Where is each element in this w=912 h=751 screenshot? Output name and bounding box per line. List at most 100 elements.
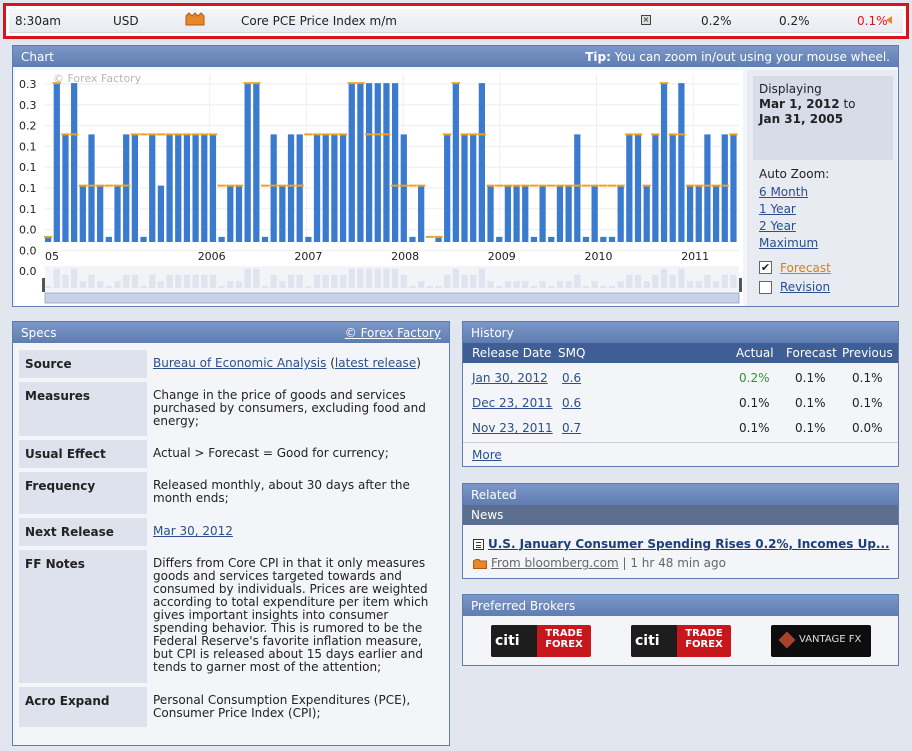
actual-bar bbox=[365, 83, 373, 242]
history-date-link[interactable]: Jan 30, 2012 bbox=[472, 371, 548, 385]
actual-bar bbox=[331, 134, 338, 242]
citi-broker-banner[interactable]: citi TRADE FOREX bbox=[631, 625, 731, 657]
spec-value: Released monthly, about 30 days after th… bbox=[153, 478, 410, 505]
specs-ff-link[interactable]: © Forex Factory bbox=[344, 326, 441, 340]
y-tick-label: 0.1 bbox=[19, 182, 37, 195]
auto-zoom-label: Auto Zoom: bbox=[759, 167, 830, 181]
actual-bar bbox=[201, 134, 208, 242]
navigator-scrollbar bbox=[44, 292, 740, 304]
spec-row-measures: Measures Change in the price of goods an… bbox=[19, 382, 445, 436]
zoom-6-month-link[interactable]: 6 Month bbox=[759, 185, 809, 199]
navigator-bar bbox=[157, 281, 165, 288]
history-smq-link[interactable]: 0.7 bbox=[562, 421, 582, 435]
navigator-bar bbox=[201, 274, 208, 288]
next-release-link[interactable]: Mar 30, 2012 bbox=[153, 524, 233, 538]
actual-bar bbox=[114, 185, 121, 242]
history-row: Jan 30, 2012 0.6 0.2% 0.1% 0.1% bbox=[463, 366, 898, 390]
actual-bar bbox=[279, 185, 286, 242]
event-title[interactable]: Core PCE Price Index m/m bbox=[241, 14, 397, 28]
navigator-bar bbox=[62, 274, 69, 288]
navigator-bar bbox=[504, 281, 512, 288]
navigator-bar bbox=[53, 268, 60, 288]
zoom-2-year-link[interactable]: 2 Year bbox=[759, 219, 796, 233]
zoom-maximum-link[interactable]: Maximum bbox=[759, 236, 819, 250]
navigator-bar bbox=[123, 274, 130, 288]
navigator-bar bbox=[261, 286, 269, 288]
navigator-bar bbox=[235, 281, 243, 288]
spec-row-usual-effect: Usual Effect Actual > Forecast = Good fo… bbox=[19, 440, 445, 468]
navigator-bar bbox=[669, 274, 676, 288]
actual-bar bbox=[504, 185, 512, 242]
chart-area[interactable]: 0.3 0.3 0.2 0.1 0.1 0.1 0.1 0.0 0.0 0.0 05 2006 2007… bbox=[15, 70, 806, 306]
chart-watermark: © Forex Factory bbox=[53, 72, 142, 85]
navigator-bar bbox=[712, 281, 720, 288]
tip-text: You can zoom in/out using your mouse whe… bbox=[610, 50, 890, 64]
news-label: News bbox=[471, 508, 504, 522]
history-date-link[interactable]: Dec 23, 2011 bbox=[472, 396, 553, 410]
broker-line1: TRADE bbox=[545, 628, 583, 639]
navigator-bar bbox=[218, 286, 225, 288]
event-row[interactable]: 8:30am USD Core PCE Price Index m/m × 0.… bbox=[9, 9, 903, 33]
vantage-broker-banner[interactable]: VANTAGE FX bbox=[771, 625, 871, 657]
history-more-link[interactable]: More bbox=[472, 448, 502, 462]
spec-label: Measures bbox=[19, 382, 147, 436]
navigator-bar bbox=[322, 274, 329, 288]
revision-checkbox-label[interactable]: Revision bbox=[780, 280, 831, 294]
navigator-bar bbox=[418, 281, 425, 288]
navigator-bar bbox=[79, 281, 86, 288]
history-smq-link[interactable]: 0.6 bbox=[562, 371, 582, 385]
navigator-bar bbox=[686, 281, 694, 288]
navigator-bar bbox=[131, 274, 138, 288]
spec-label: Source bbox=[19, 350, 147, 378]
navigator-bar bbox=[591, 281, 598, 288]
navigator-bar bbox=[357, 268, 364, 288]
actual-bar bbox=[322, 134, 329, 242]
actual-bar bbox=[418, 185, 425, 242]
history-row: Nov 23, 2011 0.7 0.1% 0.1% 0.0% bbox=[463, 416, 898, 440]
history-smq-link[interactable]: 0.6 bbox=[562, 396, 582, 410]
actual-bar bbox=[487, 185, 494, 242]
actual-bar bbox=[530, 236, 538, 242]
latest-release-link[interactable]: latest release bbox=[334, 356, 417, 370]
spec-row-acro-expand: Acro Expand Personal Consumption Expendi… bbox=[19, 687, 445, 727]
y-tick-label: 0.2 bbox=[19, 120, 37, 133]
actual-bar bbox=[712, 185, 720, 242]
navigator-bar bbox=[617, 281, 624, 288]
actual-bar bbox=[53, 83, 60, 242]
source-folder-icon bbox=[473, 558, 487, 569]
source-link[interactable]: Bureau of Economic Analysis bbox=[153, 356, 327, 370]
actual-bar bbox=[218, 236, 225, 242]
actual-bar bbox=[695, 185, 702, 242]
navigator-bar bbox=[339, 274, 347, 288]
actual-bar bbox=[374, 83, 381, 242]
x-tick-label: 2008 bbox=[391, 250, 419, 263]
forecast-checkbox[interactable]: ✔ bbox=[759, 261, 772, 274]
history-date-link[interactable]: Nov 23, 2011 bbox=[472, 421, 553, 435]
actual-bar bbox=[643, 185, 650, 242]
history-panel: History Release Date SMQ Actual Forecast… bbox=[462, 321, 899, 467]
actual-bar bbox=[565, 185, 572, 242]
navigator-bar bbox=[348, 268, 355, 288]
spec-value: Actual > Forecast = Good for currency; bbox=[153, 446, 389, 460]
citi-broker-banner[interactable]: citi TRADE FOREX bbox=[491, 625, 591, 657]
news-source-link[interactable]: From bloomberg.com bbox=[491, 556, 619, 570]
navigator-bar bbox=[548, 286, 555, 288]
related-title: Related bbox=[471, 488, 517, 502]
col-smq: SMQ bbox=[558, 346, 586, 360]
chart-panel: Chart Tip: You can zoom in/out using you… bbox=[12, 45, 899, 307]
revision-checkbox[interactable] bbox=[759, 281, 772, 294]
citi-logo: citi bbox=[631, 625, 677, 657]
actual-bar bbox=[608, 236, 616, 242]
news-headline-link[interactable]: U.S. January Consumer Spending Rises 0.2… bbox=[488, 537, 890, 551]
forecast-checkbox-label[interactable]: Forecast bbox=[780, 261, 831, 275]
revised-arrow-icon bbox=[886, 16, 892, 24]
navigator-left-handle bbox=[42, 278, 45, 292]
chart-svg[interactable]: 0.3 0.3 0.2 0.1 0.1 0.1 0.1 0.0 0.0 0.0 05 2006 2007… bbox=[15, 70, 806, 306]
displaying-box: Displaying Mar 1, 2012 to Jan 31, 2005 bbox=[753, 76, 893, 160]
zoom-1-year-link[interactable]: 1 Year bbox=[759, 202, 796, 216]
actual-bar bbox=[686, 185, 694, 242]
actual-bar bbox=[652, 134, 659, 242]
event-row-frame: 8:30am USD Core PCE Price Index m/m × 0.… bbox=[3, 3, 909, 39]
detail-close-icon[interactable]: × bbox=[641, 15, 651, 25]
vantage-logo: VANTAGE FX bbox=[799, 634, 862, 645]
